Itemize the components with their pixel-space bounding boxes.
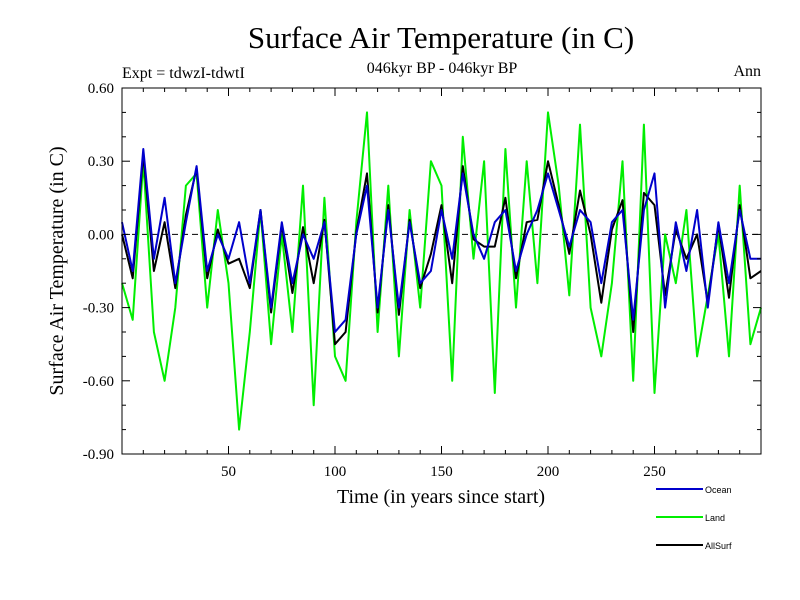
y-tick-label: -0.30: [83, 301, 114, 317]
series-line-allsurf: [121, 152, 762, 346]
series-line-ocean: [121, 148, 761, 333]
legend-label-allsurf: AllSurf: [705, 541, 732, 551]
chart-subtitle: 046kyr BP - 046kyr BP: [367, 60, 518, 77]
chart-title: Surface Air Temperature (in C): [248, 20, 634, 55]
y-tick-label: 0.30: [88, 154, 114, 170]
legend: Ocean Land AllSurf: [656, 485, 732, 551]
y-tick-label: 0.60: [88, 81, 114, 97]
legend-label-ocean: Ocean: [705, 485, 732, 495]
x-tick-label: 250: [643, 464, 666, 480]
series-line-land: [121, 111, 762, 431]
experiment-label: Expt = tdwzI-tdwtI: [122, 65, 245, 82]
x-tick-label: 200: [537, 464, 560, 480]
x-axis-ticks: 50 100 150 200 250: [142, 88, 741, 480]
x-axis-label: Time (in years since start): [337, 486, 545, 508]
y-tick-label: -0.60: [83, 374, 114, 390]
y-tick-label: -0.90: [83, 447, 114, 463]
plot-frame: [121, 87, 762, 455]
legend-label-land: Land: [705, 513, 725, 523]
x-tick-label: 100: [324, 464, 347, 480]
y-axis-ticks: 0.60 0.30 0.00 -0.30 -0.60 -0.90: [83, 81, 761, 463]
period-label: Ann: [733, 63, 761, 80]
y-tick-label: 0.00: [88, 227, 114, 243]
x-tick-label: 150: [430, 464, 453, 480]
y-axis-label: Surface Air Temperature (in C): [46, 146, 68, 395]
series-group: [121, 111, 762, 431]
x-tick-label: 50: [221, 464, 236, 480]
